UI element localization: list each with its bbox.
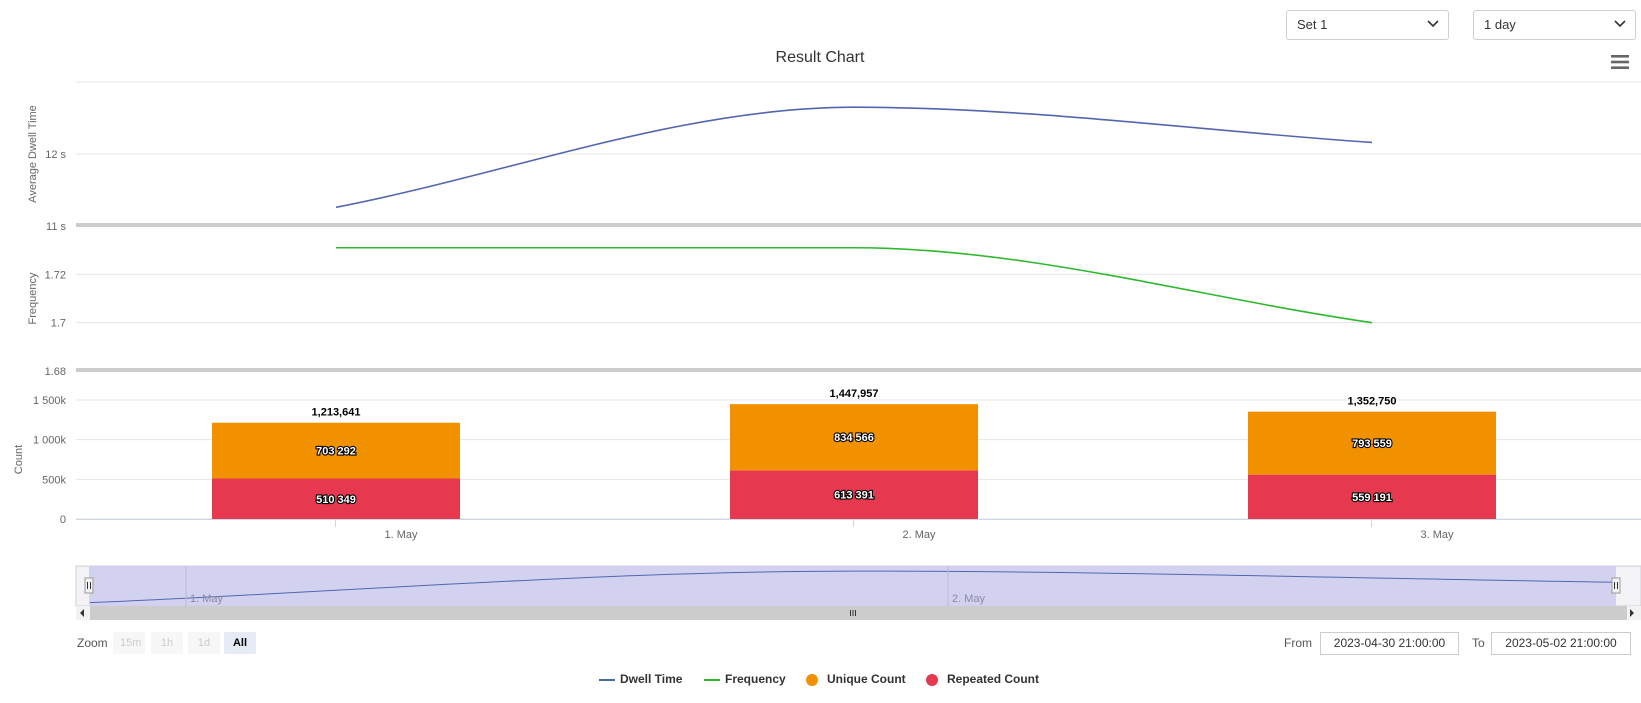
from-label: From [1284,636,1312,650]
period-select[interactable]: 1 day [1473,10,1636,40]
line-legend-icon [704,679,720,681]
chart-title: Result Chart [776,49,865,66]
navigator-handle-body [84,577,94,594]
to-label: To [1472,636,1485,650]
y-tick-label: 1.7 [51,318,66,330]
y-tick-label: 1 000k [33,435,67,447]
legend-item-unique-count[interactable]: Unique Count [806,672,916,688]
bar-repeated-count [730,470,978,519]
zoom-15m-button[interactable]: 15m [113,632,145,654]
navigator-series-line [89,570,1617,604]
legend-item-repeated-count[interactable]: Repeated Count [926,672,1046,688]
navigator-label: 1. May [190,593,224,605]
navigator-mask [89,566,1616,606]
chevron-down-icon [1614,20,1626,28]
zoom-label: Zoom [77,636,108,650]
navigator-handle[interactable] [84,577,94,594]
series-line-frequency [335,246,1373,324]
y-tick-label: 11 s [46,221,66,233]
scrollbar-thumb[interactable] [90,606,1627,620]
zoom-1h-button[interactable]: 1h [151,632,183,654]
line-legend-icon [599,679,615,681]
period-select-value: 1 day [1484,17,1516,32]
bar-unique-count [730,404,978,471]
legend-item-frequency[interactable]: Frequency [704,672,794,688]
data-label: 834 566 [834,432,874,444]
legend-label: Unique Count [827,672,906,686]
x-tick-label: 2. May [902,529,936,541]
y-tick-label: 1 500k [33,395,67,407]
chevron-down-icon [1427,20,1439,28]
y-tick-label: 500k [42,474,66,486]
set-select[interactable]: Set 1 [1286,10,1449,40]
stack-total-label: 1,447,957 [830,388,879,400]
y-axis-title: Frequency [27,272,39,324]
pane-separator [76,223,1641,227]
navigator-handle-body [1611,577,1621,594]
legend-label: Dwell Time [620,672,683,686]
legend-label: Repeated Count [947,672,1040,686]
data-label: 703 292 [316,446,356,458]
y-tick-label: 1.68 [45,366,66,378]
navigator-handle[interactable] [1611,577,1621,594]
stack-total-label: 1,213,641 [312,407,361,419]
bar-repeated-count [1248,474,1496,519]
y-axis-title: Average Dwell Time [27,105,39,203]
x-tick-label: 1. May [384,529,418,541]
hamburger-menu-icon[interactable] [1610,54,1630,70]
series-line-dwell-time [335,106,1373,209]
stack-total-label: 1,352,750 [1348,396,1397,408]
data-label: 613 391 [834,490,874,502]
y-tick-label: 1.72 [45,269,66,281]
y-axis-title: Count [13,445,25,474]
data-label: 559 191 [1352,492,1392,504]
set-select-value: Set 1 [1297,17,1328,32]
bar-unique-count [212,422,460,479]
pane-separator [76,368,1641,372]
data-label: 793 559 [1352,438,1392,450]
scroll-right-arrow-icon[interactable] [1630,609,1634,617]
data-label: 510 349 [316,494,356,506]
x-tick-label: 3. May [1420,529,1454,541]
y-tick-label: 12 s [45,149,66,161]
bar-unique-count [1248,411,1496,475]
circle-legend-icon [926,674,938,686]
navigator-label: 2. May [952,593,986,605]
y-tick-label: 0 [60,514,66,526]
to-date-input[interactable]: 2023-05-02 21:00:00 [1491,632,1631,655]
legend-item-dwell-time[interactable]: Dwell Time [599,672,695,688]
scroll-left-arrow-icon[interactable] [80,609,84,617]
circle-legend-icon [806,674,818,686]
legend-label: Frequency [725,672,786,686]
from-date-input[interactable]: 2023-04-30 21:00:00 [1320,632,1459,655]
zoom-all-button[interactable]: All [224,632,256,654]
bar-repeated-count [212,478,460,519]
zoom-1d-button[interactable]: 1d [188,632,220,654]
